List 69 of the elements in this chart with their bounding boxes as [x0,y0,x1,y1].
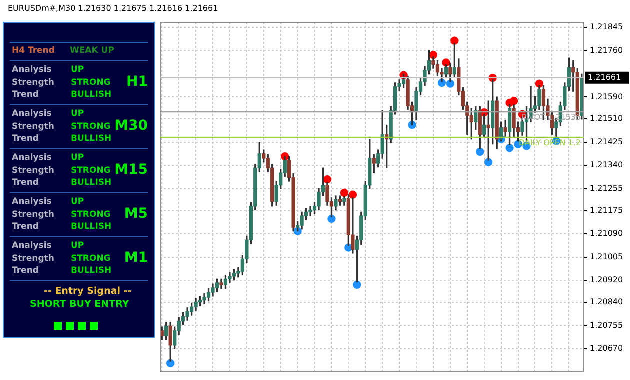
chart-title: EURUSDm#,M30 1.21630 1.21675 1.21616 1.21661 [8,4,218,13]
text: STRONG [71,122,111,132]
point [328,214,336,224]
text: BULLISH [71,178,112,188]
y-tick-label: 1.21845 [590,22,624,32]
point [476,148,484,156]
point [450,36,459,45]
text: Analysis [12,65,52,75]
text: UP [71,153,84,163]
point [348,190,358,200]
text: Analysis [12,109,52,119]
text: UP [71,109,84,119]
text: Trend [12,90,39,100]
text: UP [71,65,84,75]
point [340,188,349,198]
text: H4 Trend [12,46,55,56]
text: -- Entry Signal -- [44,286,132,298]
text: STRONG [71,254,111,264]
text: M15 [114,162,148,178]
text: Strength [12,254,54,264]
y-tick-label: 1.20755 [590,320,624,330]
text: BULLISH [71,266,112,276]
text: M5 [124,206,148,222]
y-tick-label: 1.21760 [590,46,624,55]
point [446,80,455,88]
text: STRONG [71,166,111,176]
text: Trend [12,222,39,232]
text: H1 [126,74,148,90]
text: BULLISH [71,134,112,144]
y-tick-label: 1.20840 [590,298,624,307]
candlestick [308,206,312,216]
text: STRONG [71,78,111,88]
y-tick-label: 1.21340 [590,160,624,170]
text: M1 [124,250,148,266]
point [510,96,518,106]
ref-line-label: 1.21661 [588,72,622,82]
text: Strength [12,166,54,176]
y-tick-label: 1.20920 [590,276,624,285]
text: Trend [12,266,39,276]
y-tick-label: 1.21090 [590,229,624,238]
text: Trend [12,134,39,144]
point [442,58,450,67]
y-tick-label: 1.21005 [590,252,624,262]
text: STRONG [71,210,111,220]
point [353,280,362,290]
text: SHORT BUY ENTRY [30,299,130,310]
text: UP [71,241,84,251]
text: BULLISH [71,222,112,232]
y-tick-label: 1.21510 [590,114,624,124]
text: Analysis [12,153,52,163]
text: Strength [12,78,54,88]
point [484,158,493,166]
y-tick-label: 1.20670 [590,344,624,354]
text: M30 [114,118,148,134]
y-tick-label: 1.21255 [590,184,624,193]
text: Trend [12,178,39,188]
y-tick-label: 1.21425 [590,137,624,146]
text: Strength [12,122,54,132]
y-tick-label: 1.21590 [590,92,624,102]
text: Analysis [12,241,52,251]
point [323,175,332,184]
text: BULLISH [71,90,112,100]
text: Strength [12,210,54,220]
text: WEAK UP [70,46,114,56]
point [506,144,514,152]
text: UP [71,197,84,207]
y-tick-label: 1.21175 [590,206,624,215]
text: Analysis [12,197,52,207]
point [166,359,175,368]
